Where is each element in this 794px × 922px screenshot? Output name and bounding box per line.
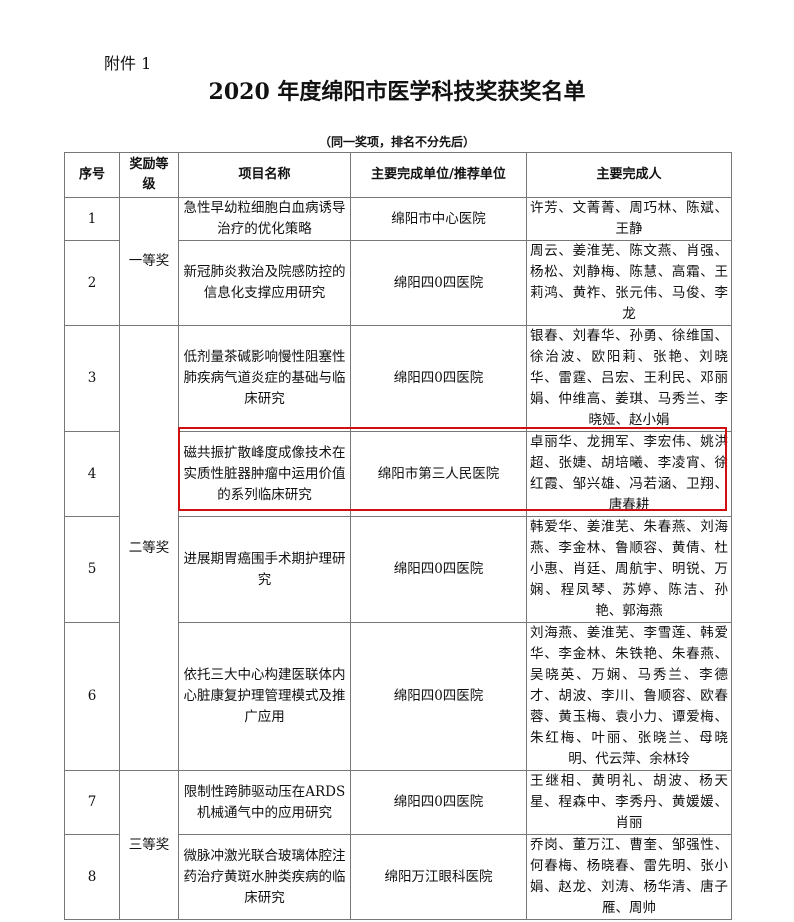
table-row: 8 微脉冲激光联合玻璃体腔注药治疗黄斑水肿类疾病的临床研究 绵阳万江眼科医院 乔…: [64, 834, 732, 920]
project-cell: 磁共振扩散峰度成像技术在实质性脏器肿瘤中运用价值的系列临床研究: [178, 431, 351, 517]
persons-cell: 银春、刘春华、孙勇、徐维国、徐治波、欧阳莉、张艳、刘晓华、雷霆、吕宏、王利民、邓…: [526, 325, 732, 432]
header-seq: 序号: [64, 152, 120, 198]
project-cell: 急性早幼粒细胞白血病诱导治疗的优化策略: [178, 197, 351, 241]
header-persons: 主要完成人: [526, 152, 732, 198]
persons-cell: 刘海燕、姜淮芜、李雪莲、韩爱华、李金林、朱铁艳、朱春燕、吴晓英、万娴、马秀兰、李…: [526, 622, 732, 771]
seq-cell: 5: [64, 516, 120, 623]
unit-cell: 绵阳四0四医院: [350, 770, 527, 835]
persons-cell: 乔岗、董万江、曹奎、邹强性、何春梅、杨晓春、雷先明、张小娟、赵龙、刘涛、杨华清、…: [526, 834, 732, 920]
highlight-box: [178, 427, 727, 511]
project-cell: 低剂量茶碱影响慢性阻塞性肺疾病气道炎症的基础与临床研究: [178, 325, 351, 432]
unit-cell: 绵阳四0四医院: [350, 325, 527, 432]
unit-cell: 绵阳万江眼科医院: [350, 834, 527, 920]
unit-cell: 绵阳四0四医院: [350, 516, 527, 623]
unit-cell: 绵阳四0四医院: [350, 240, 527, 326]
table-row: 2 新冠肺炎救治及院感防控的信息化支撑应用研究 绵阳四0四医院 周云、姜淮芜、陈…: [64, 240, 732, 326]
seq-cell: 2: [64, 240, 120, 326]
project-cell: 进展期胃癌围手术期护理研究: [178, 516, 351, 623]
unit-cell: 绵阳市中心医院: [350, 197, 527, 241]
level-cell: 三等奖: [119, 770, 179, 920]
persons-cell: 许芳、文菁菁、周巧林、陈斌、王静: [526, 197, 732, 241]
table-row: 3 二等奖 低剂量茶碱影响慢性阻塞性肺疾病气道炎症的基础与临床研究 绵阳四0四医…: [64, 325, 732, 771]
project-cell: 新冠肺炎救治及院感防控的信息化支撑应用研究: [178, 240, 351, 326]
header-unit: 主要完成单位/推荐单位: [350, 152, 527, 198]
unit-cell: 绵阳市第三人民医院: [350, 431, 527, 517]
award-table: 序号 奖励等级 项目名称 主要完成单位/推荐单位 主要完成人 1 一等奖 急性早…: [64, 152, 732, 920]
table-row: 6 依托三大中心构建医联体内心脏康复护理管理模式及推广应用 绵阳四0四医院 刘海…: [64, 622, 732, 771]
seq-cell: 1: [64, 197, 120, 241]
project-cell: 依托三大中心构建医联体内心脏康复护理管理模式及推广应用: [178, 622, 351, 771]
persons-cell: 王继相、黄明礼、胡波、杨天星、程森中、李秀丹、黄媛媛、肖丽: [526, 770, 732, 835]
seq-cell: 7: [64, 770, 120, 835]
project-cell: 限制性跨肺驱动压在ARDS 机械通气中的应用研究: [178, 770, 351, 835]
seq-cell: 6: [64, 622, 120, 771]
table-row: 1 一等奖 急性早幼粒细胞白血病诱导治疗的优化策略 绵阳市中心医院 许芳、文菁菁…: [64, 197, 732, 326]
level-cell: 二等奖: [119, 325, 179, 771]
project-cell: 微脉冲激光联合玻璃体腔注药治疗黄斑水肿类疾病的临床研究: [178, 834, 351, 920]
attachment-label: 附件 1: [104, 54, 152, 73]
level-cell: 一等奖: [119, 197, 179, 326]
table-row: 7 三等奖 限制性跨肺驱动压在ARDS 机械通气中的应用研究 绵阳四0四医院 王…: [64, 770, 732, 920]
seq-cell: 3: [64, 325, 120, 432]
seq-cell: 4: [64, 431, 120, 517]
ranking-note: （同一奖项，排名不分先后）: [318, 135, 475, 149]
header-project: 项目名称: [178, 152, 351, 198]
unit-cell: 绵阳四0四医院: [350, 622, 527, 771]
seq-cell: 8: [64, 834, 120, 920]
persons-cell: 韩爱华、姜淮芜、朱春燕、刘海燕、李金林、鲁顺容、黄倩、杜小惠、肖廷、周航宇、明锐…: [526, 516, 732, 623]
header-level: 奖励等级: [119, 152, 179, 198]
table-row: 5 进展期胃癌围手术期护理研究 绵阳四0四医院 韩爱华、姜淮芜、朱春燕、刘海燕、…: [64, 516, 732, 623]
persons-cell: 周云、姜淮芜、陈文燕、肖强、杨松、刘静梅、陈慧、高霜、王莉鸿、黄祚、张元伟、马俊…: [526, 240, 732, 326]
table-header: 序号 奖励等级 项目名称 主要完成单位/推荐单位 主要完成人: [64, 152, 732, 198]
document-title: 2020 年度绵阳市医学科技奖获奖名单: [208, 79, 586, 105]
